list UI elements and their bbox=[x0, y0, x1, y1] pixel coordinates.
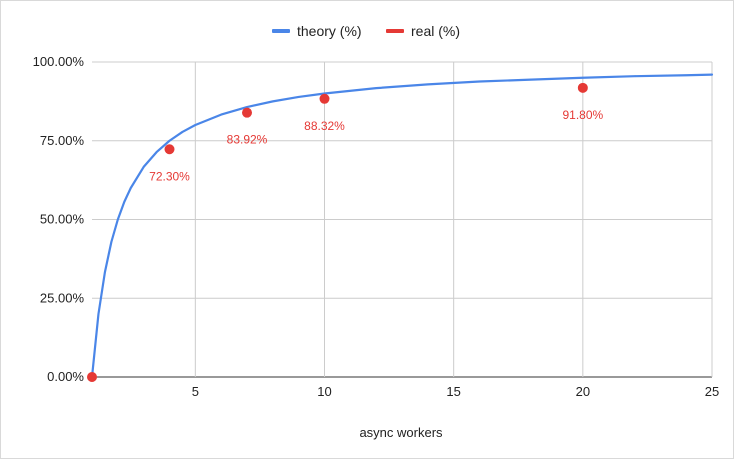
y-tick-label: 100.00% bbox=[33, 54, 85, 69]
y-tick-label: 0.00% bbox=[47, 369, 84, 384]
real-point bbox=[319, 93, 330, 104]
real-point bbox=[87, 372, 97, 382]
x-tick-label: 5 bbox=[192, 384, 199, 399]
y-tick-label: 25.00% bbox=[40, 290, 85, 305]
real-data-label: 72.30% bbox=[149, 169, 190, 183]
gridlines bbox=[92, 61, 713, 378]
legend-swatch-theory bbox=[272, 29, 290, 33]
real-point bbox=[242, 107, 252, 118]
legend-swatch-real bbox=[386, 29, 404, 33]
x-tick-label: 25 bbox=[705, 384, 719, 399]
y-tick-label: 75.00% bbox=[40, 133, 85, 148]
real-data-label: 83.92% bbox=[227, 133, 268, 147]
real-point bbox=[577, 82, 588, 93]
theory-line bbox=[90, 73, 714, 379]
x-tick-label: 15 bbox=[446, 384, 460, 399]
axes: 0.00% 25.00% 50.00% 75.00% 100.00% 5 10 15 20 25 bbox=[33, 54, 720, 399]
x-tick-label: 10 bbox=[317, 384, 331, 399]
legend-label-theory: theory (%) bbox=[297, 23, 362, 39]
series-theory bbox=[90, 73, 714, 379]
x-axis-title: async workers bbox=[359, 425, 443, 440]
x-tick-label: 20 bbox=[576, 384, 590, 399]
legend: theory (%) real (%) bbox=[272, 23, 460, 39]
legend-label-real: real (%) bbox=[411, 23, 460, 39]
y-tick-label: 50.00% bbox=[40, 212, 85, 227]
series-real: 72.30% 83.92% 88.32% 91.80% bbox=[87, 82, 604, 382]
real-data-label: 91.80% bbox=[562, 108, 603, 122]
real-data-label: 88.32% bbox=[304, 119, 345, 133]
real-point bbox=[164, 144, 175, 155]
